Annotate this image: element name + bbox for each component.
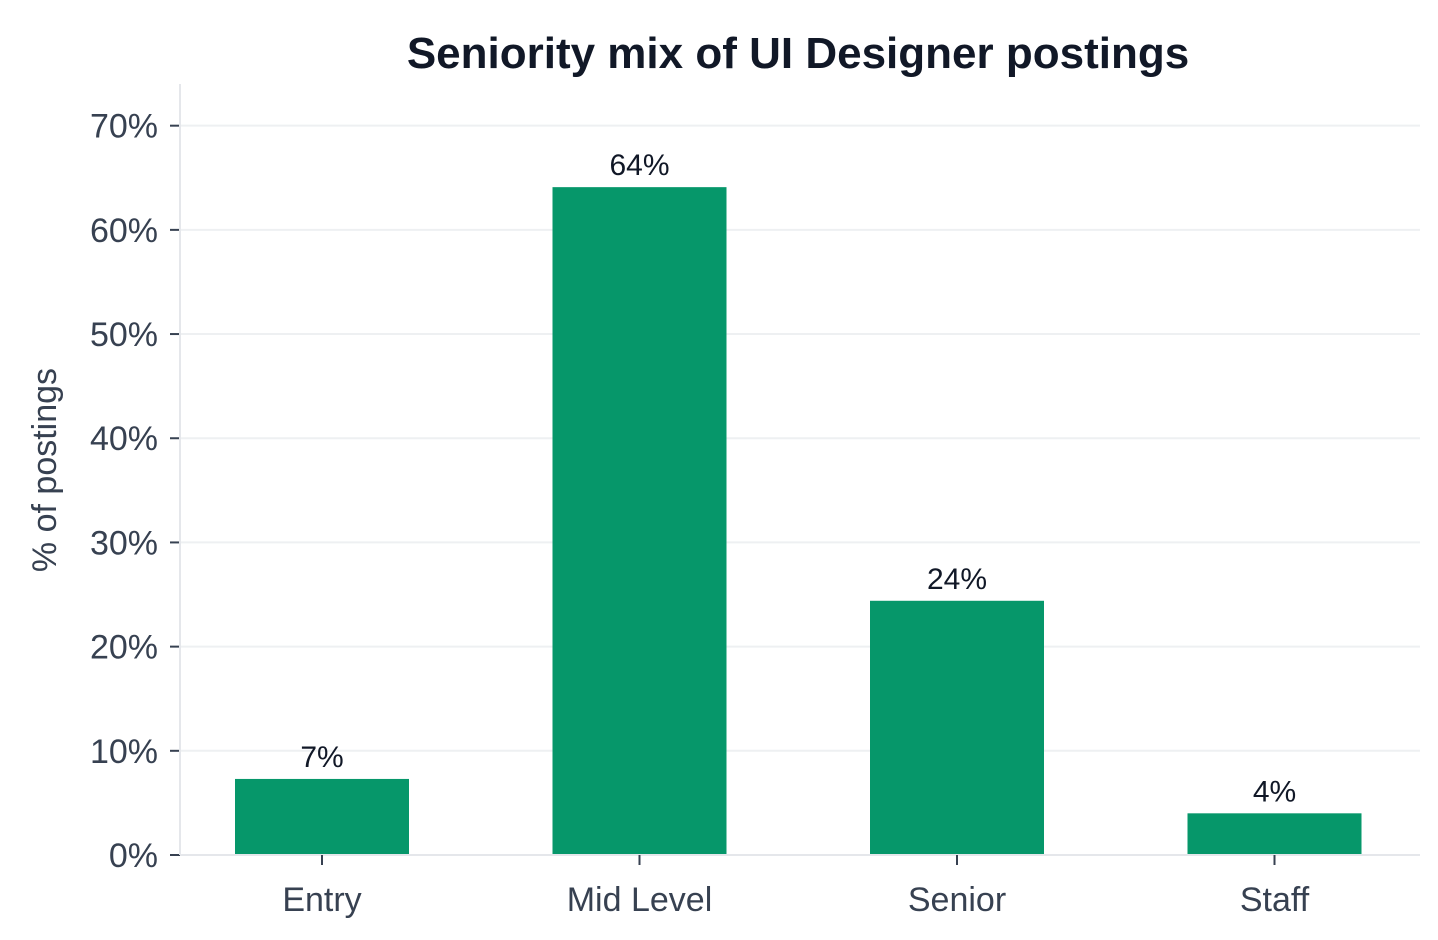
y-tick-label: 10% (90, 733, 158, 771)
x-tick-label: Senior (908, 881, 1006, 919)
x-tick-label: Mid Level (567, 881, 713, 919)
y-tick-label: 0% (109, 837, 158, 875)
bar (870, 600, 1044, 854)
x-tick-labels: Entry Mid Level Senior Staff (282, 881, 1309, 919)
y-axis-label: % of postings (26, 368, 64, 572)
bar (552, 187, 727, 855)
bar (235, 778, 409, 854)
y-tick-label: 40% (90, 420, 158, 458)
data-label: 24% (927, 563, 987, 596)
y-tick-label: 30% (90, 524, 158, 562)
bar (1187, 813, 1362, 854)
data-labels: 7% 64% 24% 4% (300, 149, 1296, 808)
x-tick-label: Staff (1240, 881, 1310, 919)
bars (235, 187, 1362, 855)
data-label: 4% (1253, 775, 1296, 808)
y-tick-label: 20% (90, 629, 158, 667)
y-tick-label: 50% (90, 316, 158, 354)
y-tick-label: 70% (90, 108, 158, 146)
axes (170, 84, 1420, 865)
y-tick-label: 60% (90, 212, 158, 250)
data-label: 7% (300, 741, 343, 774)
gridlines (180, 124, 1420, 752)
x-tick-label: Entry (282, 881, 361, 919)
y-tick-labels: 0% 10% 20% 30% 40% 50% 60% 70% (90, 108, 158, 875)
data-label: 64% (609, 149, 669, 182)
chart-title: Seniority mix of UI Designer postings (407, 29, 1189, 78)
